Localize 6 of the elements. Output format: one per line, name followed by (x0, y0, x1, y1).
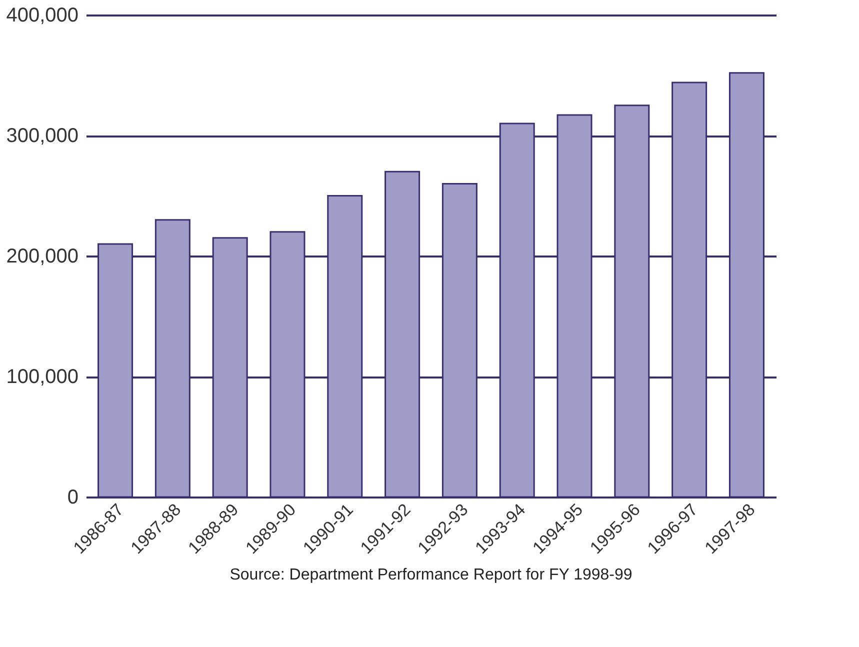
y-tick-label: 200,000 (6, 246, 78, 268)
y-tick-label: 400,000 (6, 4, 78, 26)
y-tick-label: 100,000 (6, 366, 78, 388)
y-tick-label: 300,000 (6, 125, 78, 147)
y-tick-label: 0 (67, 486, 78, 508)
source-note: Source: Department Performance Report for FY 1998-99 (230, 566, 632, 584)
